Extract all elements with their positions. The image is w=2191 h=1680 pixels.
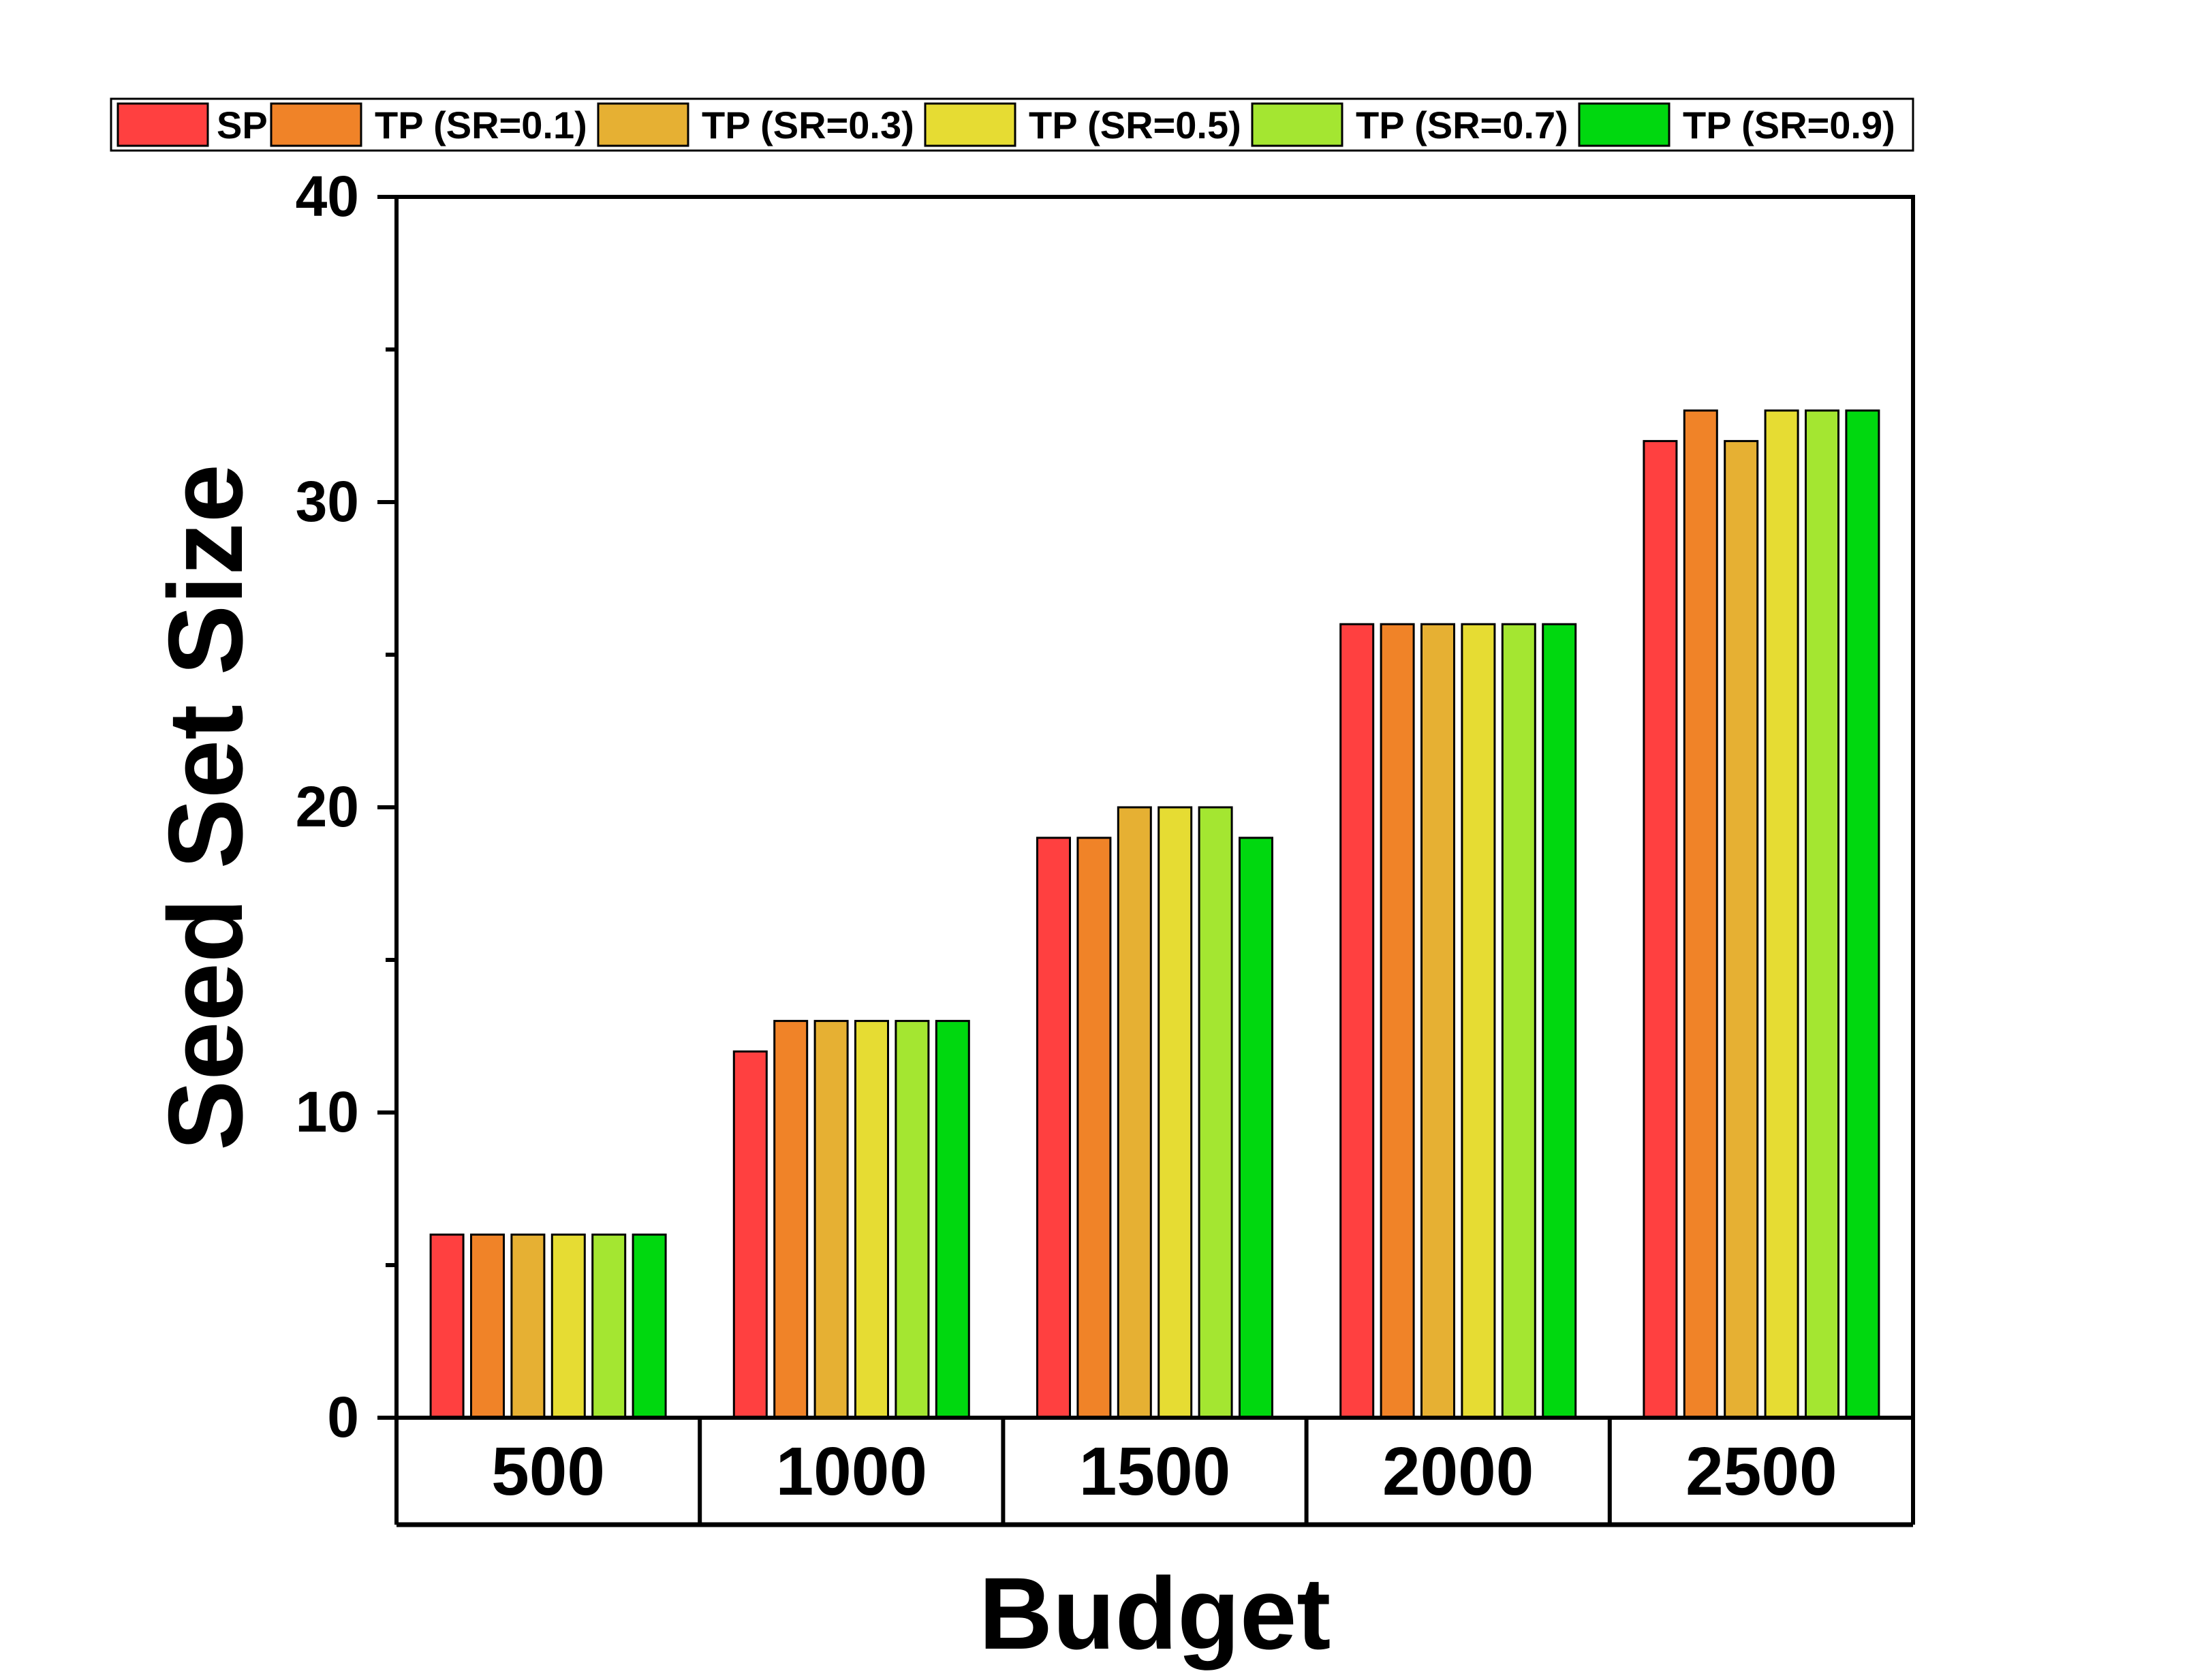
legend-label-4: TP (SR=0.7) — [1356, 104, 1568, 146]
bar-1000-series-5 — [935, 1020, 970, 1419]
legend-label-3: TP (SR=0.5) — [1029, 104, 1241, 146]
y-tick-label: 40 — [296, 164, 359, 228]
legend-swatch-1 — [270, 102, 362, 147]
legend-swatch-0 — [116, 102, 209, 147]
x-category-label: 1000 — [776, 1433, 927, 1510]
legend-swatch-2 — [597, 102, 689, 147]
legend-label-5: TP (SR=0.9) — [1683, 104, 1895, 146]
bar-2000-series-0 — [1339, 623, 1375, 1419]
legend-swatch-4 — [1251, 102, 1343, 147]
bar-1500-series-5 — [1239, 837, 1273, 1419]
legend-swatch-3 — [924, 102, 1016, 147]
bar-1000-series-1 — [773, 1020, 809, 1419]
legend-label-0: SP — [217, 104, 268, 146]
bar-1000-series-2 — [813, 1020, 849, 1419]
y-axis: 0 10 20 30 40 — [296, 164, 397, 1449]
bar-1000-series-4 — [895, 1020, 930, 1419]
bar-500-series-0 — [429, 1233, 465, 1419]
bar-500-series-5 — [632, 1233, 667, 1419]
bars-group — [429, 409, 1880, 1419]
bar-2000-series-1 — [1380, 623, 1415, 1419]
bar-2000-series-2 — [1420, 623, 1455, 1419]
bar-500-series-1 — [470, 1233, 505, 1419]
y-tick-label: 0 — [327, 1385, 359, 1449]
bar-500-series-4 — [591, 1233, 627, 1419]
bar-2000-series-3 — [1461, 623, 1496, 1419]
y-axis-label: Seed Set Size — [146, 464, 264, 1151]
y-tick-label: 20 — [296, 775, 359, 839]
bar-1500-series-0 — [1036, 837, 1071, 1419]
bar-1500-series-1 — [1076, 837, 1112, 1419]
bar-1500-series-4 — [1198, 806, 1233, 1419]
x-category-label: 2000 — [1382, 1433, 1534, 1510]
bar-2500-series-0 — [1643, 439, 1678, 1419]
bar-1000-series-0 — [732, 1050, 768, 1419]
x-axis-table: 500 1000 1500 2000 2500 — [394, 1418, 1915, 1527]
bar-2500-series-1 — [1683, 409, 1718, 1419]
x-axis-label: Budget — [979, 1556, 1331, 1670]
bar-2500-series-5 — [1845, 409, 1880, 1419]
bar-2000-series-5 — [1542, 623, 1577, 1419]
x-category-label: 500 — [491, 1433, 605, 1510]
x-category-label: 1500 — [1079, 1433, 1230, 1510]
legend-label-2: TP (SR=0.3) — [702, 104, 914, 146]
y-tick-label: 30 — [296, 469, 359, 533]
bar-500-series-3 — [550, 1233, 586, 1419]
bar-1500-series-2 — [1117, 806, 1152, 1419]
bar-2500-series-3 — [1764, 409, 1799, 1419]
bar-1000-series-3 — [854, 1020, 889, 1419]
legend-swatch-5 — [1578, 102, 1671, 147]
legend-label-1: TP (SR=0.1) — [375, 104, 587, 146]
y-tick-label: 10 — [296, 1080, 359, 1144]
bar-500-series-2 — [510, 1233, 546, 1419]
bar-2500-series-2 — [1724, 439, 1759, 1419]
bar-1500-series-3 — [1157, 806, 1193, 1419]
legend: SP TP (SR=0.1) TP (SR=0.3) TP (SR=0.5) TP (S… — [110, 97, 1914, 152]
bar-2500-series-4 — [1805, 409, 1839, 1419]
bar-2000-series-4 — [1501, 623, 1536, 1419]
x-category-label: 2500 — [1685, 1433, 1837, 1510]
